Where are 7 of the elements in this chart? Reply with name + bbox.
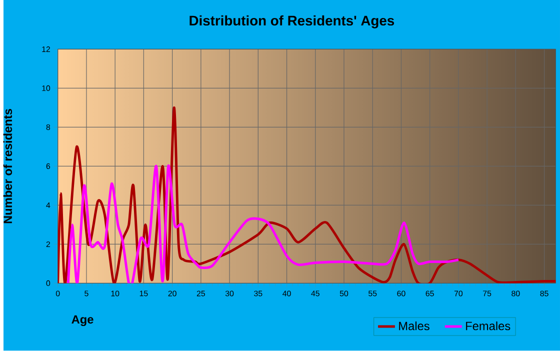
line-series [66, 165, 460, 284]
legend-label: Males [399, 322, 430, 330]
chart-title: Distribution of Residents' Ages [190, 15, 394, 28]
line-series [58, 106, 556, 284]
legend-label: Females [466, 322, 510, 330]
y-axis-title: Number of residents [3, 109, 12, 224]
x-axis-title: Age [72, 315, 94, 326]
